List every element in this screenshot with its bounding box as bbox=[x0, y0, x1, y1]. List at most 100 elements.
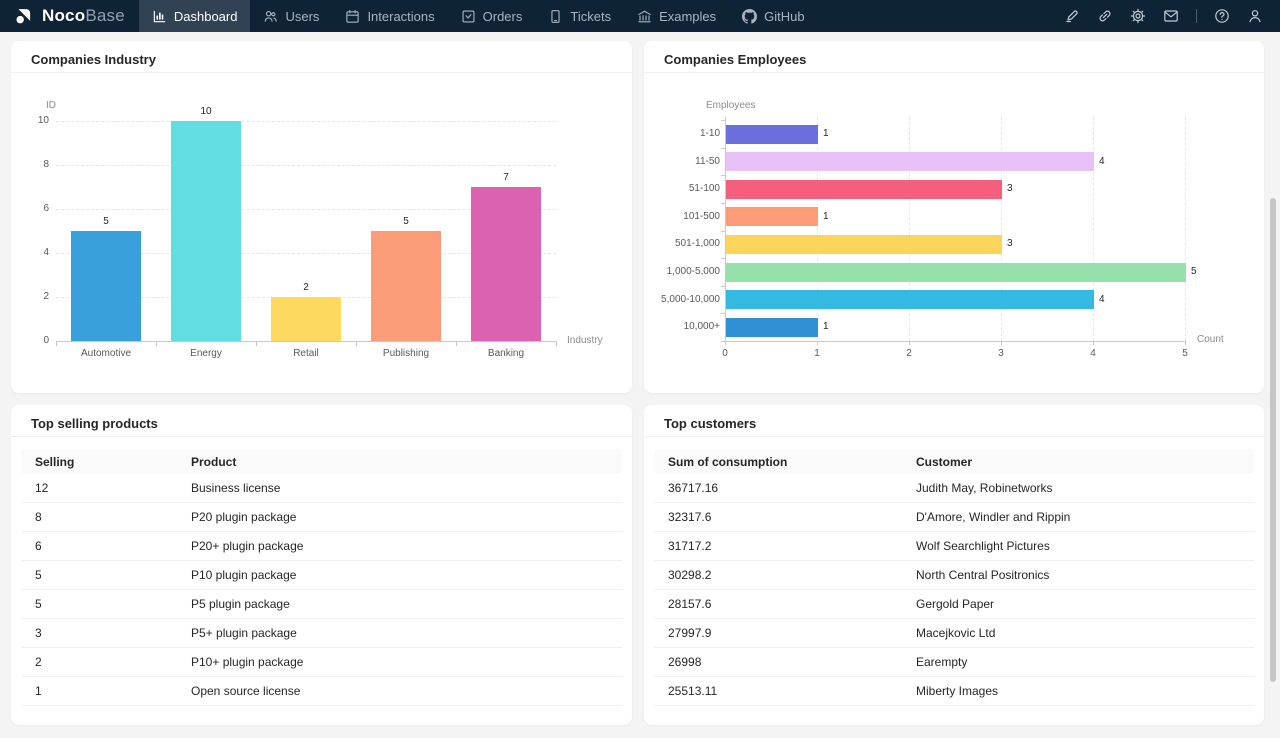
column-header-selling: Selling bbox=[21, 455, 177, 469]
examples-icon bbox=[637, 9, 652, 24]
y-category-label: 51-100 bbox=[644, 183, 720, 195]
table-cell: 6 bbox=[21, 539, 177, 553]
bar-value-label: 5 bbox=[1191, 266, 1197, 278]
top-customers-table: Sum of consumptionCustomer36717.16Judith… bbox=[654, 449, 1254, 706]
menu-item-users[interactable]: Users bbox=[250, 0, 332, 32]
table-cell: Miberty Images bbox=[902, 684, 1254, 698]
table-row: 12Business license bbox=[21, 474, 622, 503]
table-cell: 30298.2 bbox=[654, 568, 902, 582]
navbar-actions bbox=[1064, 0, 1280, 32]
axis-tick bbox=[721, 313, 725, 314]
github-icon bbox=[742, 9, 757, 24]
table-cell: P5+ plugin package bbox=[177, 626, 622, 640]
x-category-label: Publishing bbox=[356, 348, 456, 360]
table-row: 8P20 plugin package bbox=[21, 503, 622, 532]
bar-51-100 bbox=[726, 180, 1002, 199]
menu-item-interactions[interactable]: Interactions bbox=[332, 0, 447, 32]
table-cell: Judith May, Robinetworks bbox=[902, 481, 1254, 495]
table-row: 26998Earempty bbox=[654, 648, 1254, 677]
navbar: NocoBase Dashboard UsersInteractionsOrder… bbox=[0, 0, 1280, 32]
table-cell: P5 plugin package bbox=[177, 597, 622, 611]
bar-11-50 bbox=[726, 152, 1094, 171]
bar-publishing bbox=[371, 231, 441, 341]
orders-icon bbox=[461, 9, 476, 24]
companies-industry-chart: ID02468105Automotive10Energy2Retail5Publ… bbox=[11, 41, 632, 393]
y-category-label: 11-50 bbox=[644, 156, 720, 168]
column-header-customer: Customer bbox=[902, 455, 1254, 469]
bar-value-label: 1 bbox=[823, 128, 829, 140]
menu-item-dashboard[interactable]: Dashboard bbox=[139, 0, 251, 32]
menu-item-github[interactable]: GitHub bbox=[729, 0, 817, 32]
table-row: 28157.6Gergold Paper bbox=[654, 590, 1254, 619]
x-category-label: Automotive bbox=[56, 348, 156, 360]
bar-energy bbox=[171, 121, 241, 341]
gear-icon[interactable] bbox=[1130, 8, 1146, 24]
x-tick-label: 4 bbox=[1078, 348, 1108, 360]
table-cell: 25513.11 bbox=[654, 684, 902, 698]
menu-item-orders[interactable]: Orders bbox=[448, 0, 536, 32]
table-cell: Earempty bbox=[902, 655, 1254, 669]
card-top-selling-products: Top selling products SellingProduct12Bus… bbox=[11, 405, 632, 725]
y-category-label: 1-10 bbox=[644, 128, 720, 140]
x-category-label: Energy bbox=[156, 348, 256, 360]
card-title: Top customers bbox=[664, 416, 756, 431]
column-header-product: Product bbox=[177, 455, 622, 469]
x-axis-name: Industry bbox=[567, 335, 603, 347]
table-row: 6P20+ plugin package bbox=[21, 532, 622, 561]
table-cell: Macejkovic Ltd bbox=[902, 626, 1254, 640]
bar-banking bbox=[471, 187, 541, 341]
gridline bbox=[1185, 117, 1186, 341]
y-tick-label: 6 bbox=[17, 203, 49, 215]
bar-value-label: 7 bbox=[486, 172, 526, 184]
help-icon[interactable] bbox=[1214, 8, 1230, 24]
highlighter-icon[interactable] bbox=[1064, 8, 1080, 24]
table-row: 3P5+ plugin package bbox=[21, 619, 622, 648]
table-cell: P10+ plugin package bbox=[177, 655, 622, 669]
navbar-divider bbox=[1196, 9, 1197, 23]
card-title-divider bbox=[11, 436, 632, 437]
axis-tick bbox=[721, 231, 725, 232]
nocobase-logo-icon bbox=[14, 7, 35, 26]
table-cell: Business license bbox=[177, 481, 622, 495]
gridline bbox=[56, 121, 556, 122]
table-cell: 5 bbox=[21, 597, 177, 611]
table-cell: 8 bbox=[21, 510, 177, 524]
axis-tick bbox=[721, 258, 725, 259]
axis-tick bbox=[721, 120, 725, 121]
menu-item-tickets[interactable]: Tickets bbox=[535, 0, 624, 32]
bar-value-label: 2 bbox=[286, 282, 326, 294]
y-tick-label: 2 bbox=[17, 291, 49, 303]
link-icon[interactable] bbox=[1097, 8, 1113, 24]
axis-tick bbox=[721, 175, 725, 176]
menu-item-examples[interactable]: Examples bbox=[624, 0, 729, 32]
bar-1-10 bbox=[726, 125, 818, 144]
table-cell: 31717.2 bbox=[654, 539, 902, 553]
table-row: 36717.16Judith May, Robinetworks bbox=[654, 474, 1254, 503]
axis-tick bbox=[56, 341, 57, 346]
bar-value-label: 3 bbox=[1007, 183, 1013, 195]
table-cell: P20 plugin package bbox=[177, 510, 622, 524]
bar-501-1-000 bbox=[726, 235, 1002, 254]
menu-item-label: GitHub bbox=[764, 9, 804, 24]
menu-item-label: Dashboard bbox=[174, 9, 238, 24]
table-cell: P20+ plugin package bbox=[177, 539, 622, 553]
nocobase-logo[interactable]: NocoBase bbox=[0, 0, 139, 32]
axis-tick bbox=[721, 203, 725, 204]
axis-tick bbox=[721, 286, 725, 287]
x-tick-label: 1 bbox=[802, 348, 832, 360]
x-category-label: Banking bbox=[456, 348, 556, 360]
scrollbar-thumb[interactable] bbox=[1270, 198, 1276, 682]
companies-employees-chart: Employees0123451-10111-50451-1003101-500… bbox=[644, 41, 1264, 393]
y-axis-name: Employees bbox=[706, 100, 755, 112]
bar-value-label: 5 bbox=[86, 216, 126, 228]
x-category-label: Retail bbox=[256, 348, 356, 360]
user-icon[interactable] bbox=[1247, 8, 1263, 24]
mail-icon[interactable] bbox=[1163, 8, 1179, 24]
bar-101-500 bbox=[726, 207, 818, 226]
table-header-row: SellingProduct bbox=[21, 449, 622, 474]
axis-tick bbox=[156, 341, 157, 346]
y-tick-label: 4 bbox=[17, 247, 49, 259]
table-cell: 32317.6 bbox=[654, 510, 902, 524]
menu-item-label: Tickets bbox=[570, 9, 611, 24]
y-category-label: 501-1,000 bbox=[644, 238, 720, 250]
